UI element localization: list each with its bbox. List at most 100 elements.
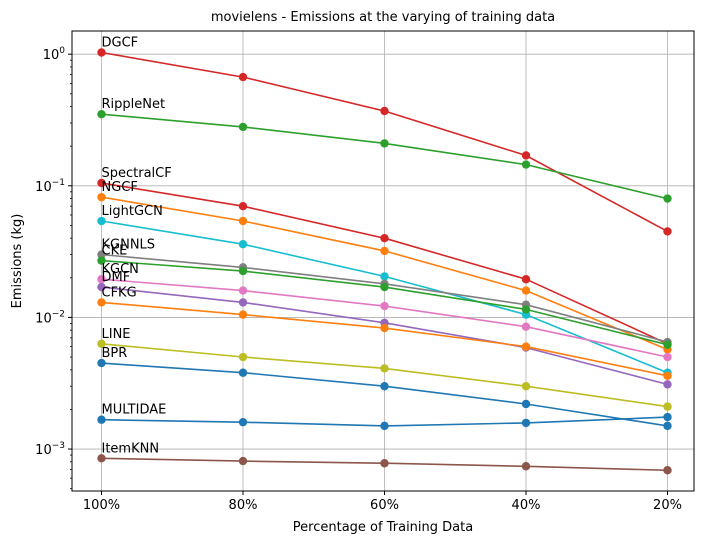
- series-label: RippleNet: [102, 97, 166, 112]
- data-point: [380, 301, 389, 311]
- data-point: [521, 151, 531, 160]
- series-label: LightGCN: [102, 204, 163, 219]
- data-point: [97, 250, 106, 259]
- series-label: SpectralCF: [102, 166, 172, 181]
- y-tick-label: 10−2: [35, 309, 65, 326]
- data-point: [521, 399, 531, 409]
- chart-title: movielens - Emissions at the varying of …: [211, 10, 555, 25]
- data-point: [238, 72, 248, 82]
- data-point: [97, 358, 106, 368]
- series-label: DGCF: [102, 35, 139, 50]
- series-spectralcf: [97, 178, 672, 349]
- data-point: [380, 421, 389, 431]
- data-point: [380, 459, 389, 468]
- data-point: [663, 402, 672, 411]
- data-point: [521, 286, 531, 295]
- data-point: [663, 227, 672, 236]
- data-point: [521, 382, 531, 391]
- x-tick-label: 60%: [370, 498, 399, 513]
- data-point: [97, 178, 106, 188]
- series-label: MULTIDAE: [102, 403, 167, 418]
- data-point: [663, 466, 672, 475]
- data-point: [238, 122, 248, 132]
- data-point: [238, 298, 248, 307]
- data-point: [97, 256, 106, 265]
- plot-area: [71, 30, 695, 492]
- series-dgcf: [97, 48, 672, 236]
- data-point: [663, 352, 672, 362]
- data-point: [97, 109, 106, 119]
- data-point: [97, 415, 106, 424]
- x-tick-label: 40%: [512, 498, 541, 513]
- data-point: [380, 323, 389, 333]
- series-label: ItemKNN: [102, 441, 160, 456]
- data-point: [663, 194, 672, 203]
- data-point: [238, 216, 248, 226]
- series-label: CKE: [102, 244, 128, 259]
- data-point: [238, 417, 248, 427]
- series-ngcf: [97, 192, 672, 354]
- data-point: [97, 192, 106, 202]
- y-tick-label: 10−3: [35, 441, 65, 458]
- series-label: KGCN: [102, 262, 139, 277]
- data-point: [97, 216, 106, 226]
- data-point: [521, 322, 531, 331]
- x-axis-label: Percentage of Training Data: [293, 520, 473, 535]
- series-label: KGNNLS: [102, 238, 156, 253]
- data-point: [521, 160, 531, 169]
- series-multidae: [97, 412, 672, 431]
- data-point: [238, 201, 248, 211]
- data-point: [380, 272, 389, 281]
- data-point: [380, 139, 389, 148]
- series-line: [97, 339, 672, 411]
- series-label: BPR: [102, 346, 128, 361]
- data-point: [663, 380, 672, 389]
- data-point: [380, 233, 389, 243]
- series-label: CFKG: [102, 285, 137, 300]
- y-tick-label: 100: [43, 46, 66, 63]
- data-point: [380, 364, 389, 373]
- series-bpr: [97, 358, 672, 431]
- data-point: [97, 454, 106, 463]
- data-point: [97, 282, 106, 292]
- series-label: NGCF: [102, 180, 138, 195]
- data-point: [97, 275, 106, 284]
- series-label: LINE: [102, 327, 131, 342]
- x-tick-label: 80%: [229, 498, 258, 513]
- data-point: [663, 412, 672, 422]
- data-point: [380, 106, 389, 116]
- data-point: [663, 371, 672, 381]
- series-cke: [97, 256, 672, 349]
- series-ripplenet: [97, 109, 672, 203]
- series-layer: [97, 48, 672, 475]
- data-point: [521, 418, 531, 428]
- x-tick-label: 100%: [83, 498, 120, 513]
- data-point: [380, 382, 389, 391]
- data-point: [238, 310, 248, 319]
- x-tick-label: 20%: [653, 498, 682, 513]
- data-point: [238, 352, 248, 362]
- data-point: [97, 339, 106, 349]
- data-point: [97, 298, 106, 307]
- y-axis-label: Emissions (kg): [10, 214, 25, 309]
- data-point: [521, 342, 531, 351]
- data-point: [97, 48, 106, 57]
- data-point: [521, 462, 531, 471]
- data-point: [238, 266, 248, 276]
- series-cfkg: [97, 298, 672, 381]
- data-point: [521, 305, 531, 314]
- data-point: [521, 275, 531, 284]
- data-point: [380, 246, 389, 256]
- data-point: [380, 282, 389, 292]
- data-point: [663, 421, 672, 431]
- y-axis: 10−3 10−2 10−1 100: [35, 46, 72, 490]
- series-itemknn: [97, 454, 672, 475]
- data-point: [238, 286, 248, 295]
- data-point: [238, 240, 248, 249]
- series-label: DMF: [102, 270, 131, 285]
- y-tick-label: 10−1: [35, 178, 65, 195]
- data-point: [238, 456, 248, 466]
- data-point: [663, 340, 672, 349]
